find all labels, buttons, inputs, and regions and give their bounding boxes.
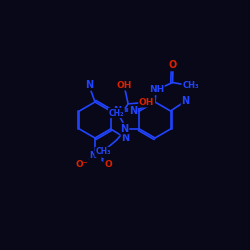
Text: O: O	[169, 60, 177, 70]
Text: CH₃: CH₃	[182, 81, 199, 90]
Text: N: N	[182, 96, 190, 106]
Text: N: N	[85, 80, 93, 90]
Text: CH₃: CH₃	[95, 148, 111, 156]
Text: NH: NH	[148, 86, 164, 94]
Text: N: N	[122, 133, 130, 143]
Text: N: N	[129, 106, 137, 116]
Text: N: N	[120, 124, 128, 134]
Text: O: O	[104, 160, 112, 169]
Text: OH: OH	[117, 81, 132, 90]
Text: N⁺: N⁺	[89, 152, 101, 160]
Text: N: N	[113, 106, 121, 116]
Text: CH₂: CH₂	[109, 108, 124, 118]
Text: OH: OH	[139, 98, 154, 107]
Text: O⁻: O⁻	[76, 160, 88, 169]
